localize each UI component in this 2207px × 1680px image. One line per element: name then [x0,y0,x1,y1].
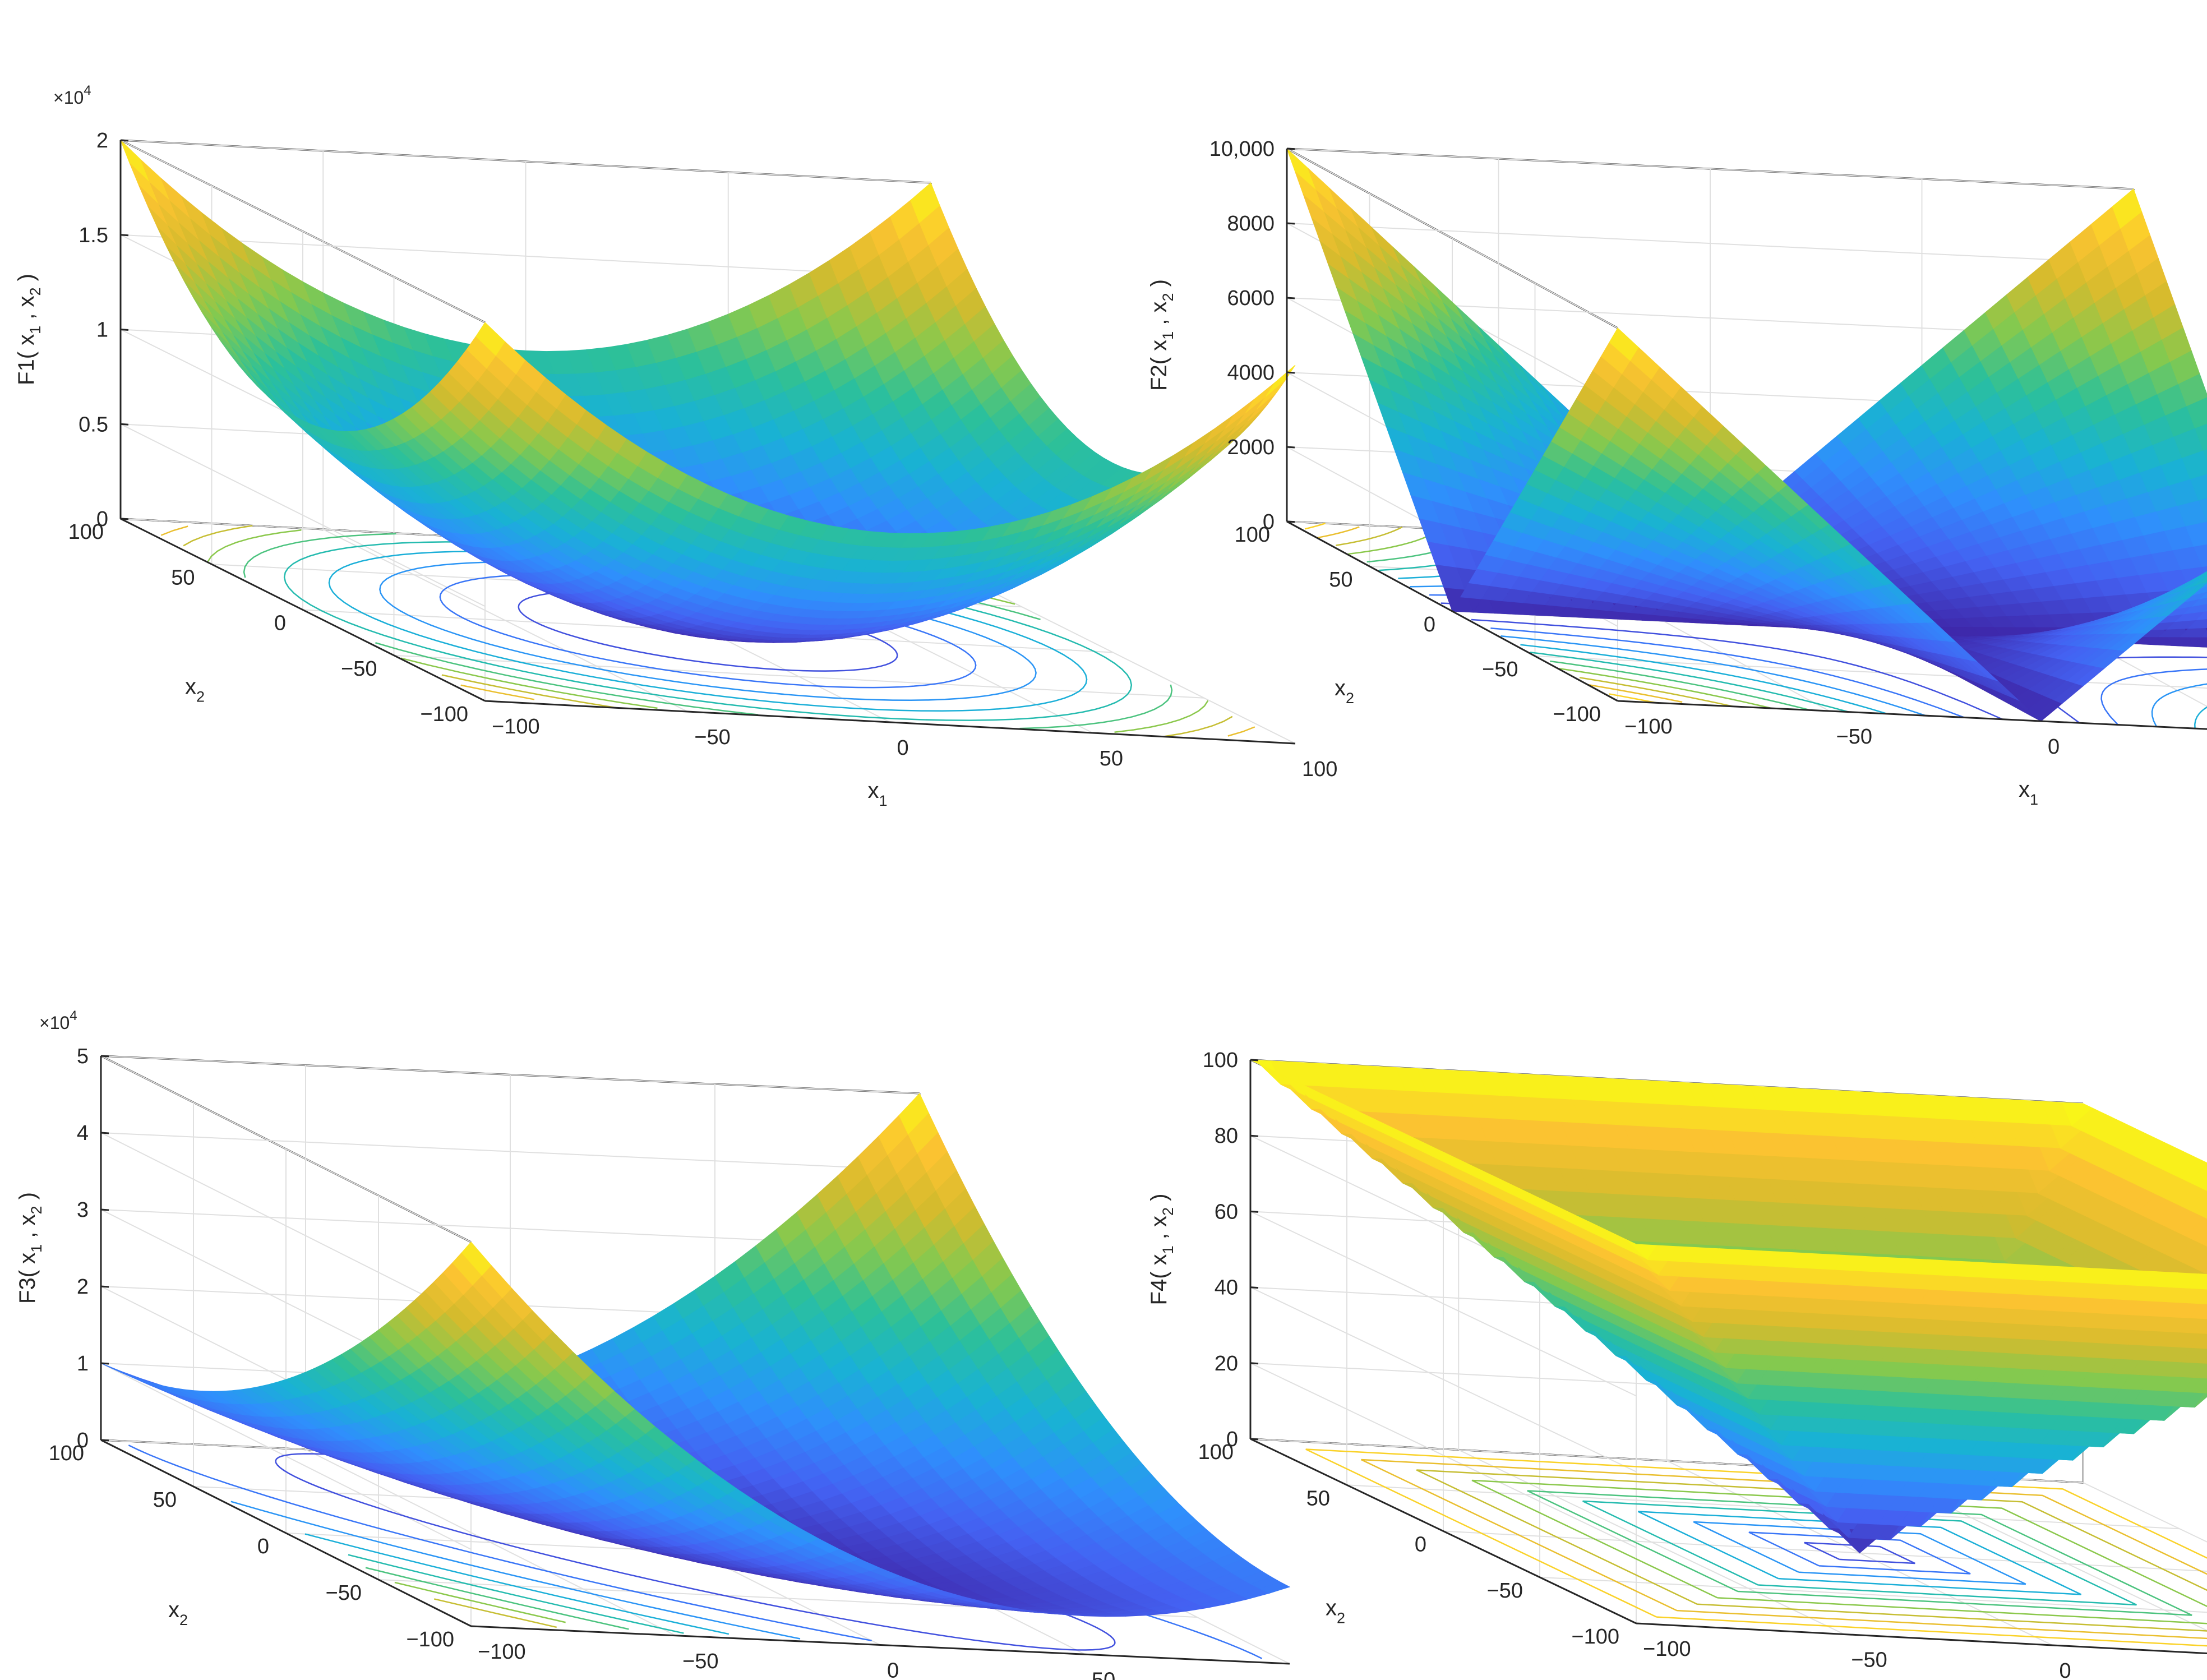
y-tick-label: −100 [1553,703,1601,726]
y-tick-label: −100 [420,703,468,726]
x-tick-label: −100 [492,715,540,739]
contour-line [394,1581,566,1623]
z-tick [120,139,129,142]
chart-f1: 0 0.5 1 1.5 2 −100 −50 0 50 100 −100 −50 0 50 100 x1 x2 F… [14,83,1337,809]
contour-line [1227,726,1255,737]
z-tick-label: 8000 [1227,212,1275,236]
contour-line [400,657,658,709]
y-tick-label: 0 [1424,613,1435,636]
y-axis-line [120,518,486,702]
contour-line [207,529,302,562]
z-tick-label: 1.5 [79,224,108,247]
x-tick-label: 50 [1100,747,1123,770]
y-tick-label: 100 [1235,523,1270,547]
x-axis-label: x1 [2019,777,2038,808]
contour-line [348,1554,684,1634]
chart-f2: 0 2000 4000 6000 8000 10,000 −100 −50 0 50 100 −100… [1147,137,2207,808]
contour-line [1336,526,1403,546]
surface [1286,148,2207,722]
contour-line [2194,706,2207,729]
y-tick-label: −50 [341,657,377,681]
y-tick-label: 50 [171,566,195,589]
x-tick-label: −100 [1624,715,1673,739]
z-tick-label: 2 [96,129,108,153]
z-exponent-label: ×104 [53,83,91,108]
x-tick-label: −50 [1836,725,1872,749]
x-axis-label: x1 [868,778,888,809]
contour-line [1471,619,2003,720]
contour-line [1588,684,1683,703]
contour-line [1490,627,1965,718]
contour-line [460,684,535,700]
z-axis-label: F2( x1 , x2 ) [1147,279,1176,391]
z-tick-label: 1 [96,319,108,342]
surface-patch [2198,498,2207,523]
z-tick [1286,371,1295,374]
y-axis-label: x2 [1335,676,1354,707]
z-tick-label: 0.5 [79,413,108,436]
contour-line [2100,668,2207,726]
y-tick-label: 50 [1329,568,1352,592]
contour-line [1559,668,1772,709]
contour-line [1317,526,1360,539]
chart-f3: 012345−100−50050100−100−50050100x1x2F3( … [15,1008,1332,1680]
surface-patch [2195,423,2207,451]
contour-line [1609,693,1656,704]
z-axis-label: F1( x1 , x2 ) [14,274,44,385]
contour-line [1019,684,1173,730]
y-tick-label: 0 [274,612,286,635]
z-tick [1286,520,1295,523]
x-tick-label: −50 [694,726,730,749]
surface-patch [2185,521,2207,547]
y-tick-label: 100 [68,520,104,544]
contour-line [183,525,253,547]
contour-line [375,642,759,716]
x-axis-line [484,700,1296,745]
z-tick-label: 2000 [1227,436,1275,459]
surface [120,140,1296,643]
z-tick-label: 10,000 [1209,137,1275,161]
z-tick-label: 4000 [1227,361,1275,385]
z-tick-label: 6000 [1227,287,1275,310]
surface-patch [2203,449,2207,461]
x-tick-label: 0 [897,736,909,760]
z-tick-label: 0 [96,507,108,531]
contour-line [1114,700,1209,733]
contour-line [1500,635,1926,717]
contour-line [243,533,396,578]
surface-patch [2190,474,2207,501]
contour-line [2151,683,2207,727]
contour-line [1163,716,1233,737]
y-tick-label: −50 [1482,658,1518,681]
contour-line [1550,660,1811,711]
z-tick [1286,222,1295,225]
contour-line [1530,652,1849,713]
contour-line [1304,523,1326,530]
contour-line [1579,677,1734,708]
contour-line [434,1598,557,1628]
contour-line [160,525,188,536]
surface [100,1093,1291,1617]
contour-line [1520,644,1887,715]
tick-labels: 0 0.5 1 1.5 2 −100 −50 0 50 100 −100 −50 0 50 100 [68,129,1338,781]
surface-patch [2186,397,2207,429]
contour-line [441,674,617,709]
x-axis-line [1617,700,2207,730]
y-axis-label: x2 [185,675,205,705]
contour-line [365,1567,629,1630]
x-tick-label: 0 [2048,735,2060,759]
x-tick-label: 100 [1302,758,1337,781]
z-tick [120,234,129,237]
